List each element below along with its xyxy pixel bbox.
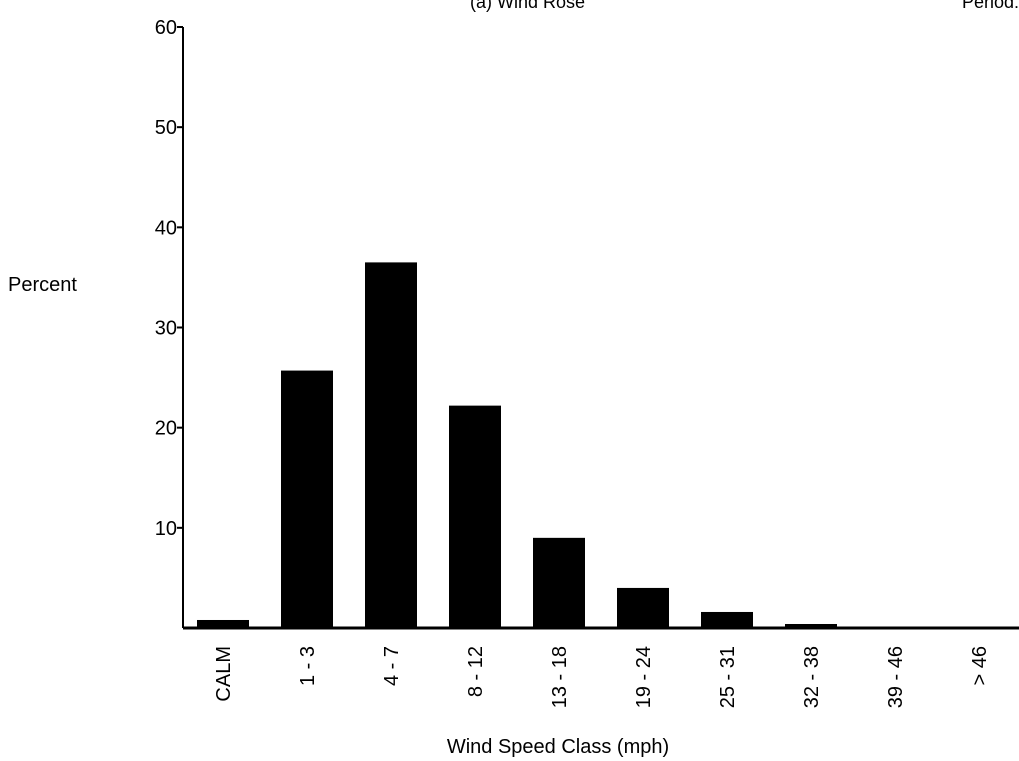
x-tick-label-2: 4 - 7 [381,646,403,686]
y-tick-label-2: 30 [155,318,177,340]
x-tick-label-6: 25 - 31 [717,646,739,708]
bars-group [197,262,1005,628]
y-axis-title: Percent [8,274,77,296]
y-tick-label-0: 10 [155,518,177,540]
x-tick-label-8: 39 - 46 [885,646,907,708]
x-tick-label-4: 13 - 18 [549,646,571,708]
bar-6 [701,611,753,628]
y-ticks-group: 10 20 30 40 50 60 [155,17,183,540]
bar-0 [197,619,249,628]
x-tick-label-5: 19 - 24 [633,646,655,708]
x-tick-label-0: CALM [213,646,235,702]
bar-3 [449,405,501,628]
bar-7 [785,623,837,628]
x-tick-label-3: 8 - 12 [465,646,487,697]
chart-header-left: (a) Wind Rose [470,0,585,12]
bar-2 [365,262,417,628]
bar-5 [617,587,669,628]
chart-header-right: Period: [962,0,1019,12]
x-tick-labels-group: CALM 1 - 3 4 - 7 8 - 12 13 - 18 19 - 24 25 - 3… [213,646,991,708]
bar-1 [281,370,333,628]
x-axis-title: Wind Speed Class (mph) [447,736,669,758]
x-tick-label-1: 1 - 3 [297,646,319,686]
y-tick-label-3: 40 [155,217,177,239]
y-tick-label-1: 20 [155,418,177,440]
y-tick-label-4: 50 [155,117,177,139]
x-tick-label-7: 32 - 38 [801,646,823,708]
x-tick-label-9: > 46 [969,646,991,685]
bar-4 [533,537,585,628]
y-tick-label-5: 60 [155,17,177,39]
